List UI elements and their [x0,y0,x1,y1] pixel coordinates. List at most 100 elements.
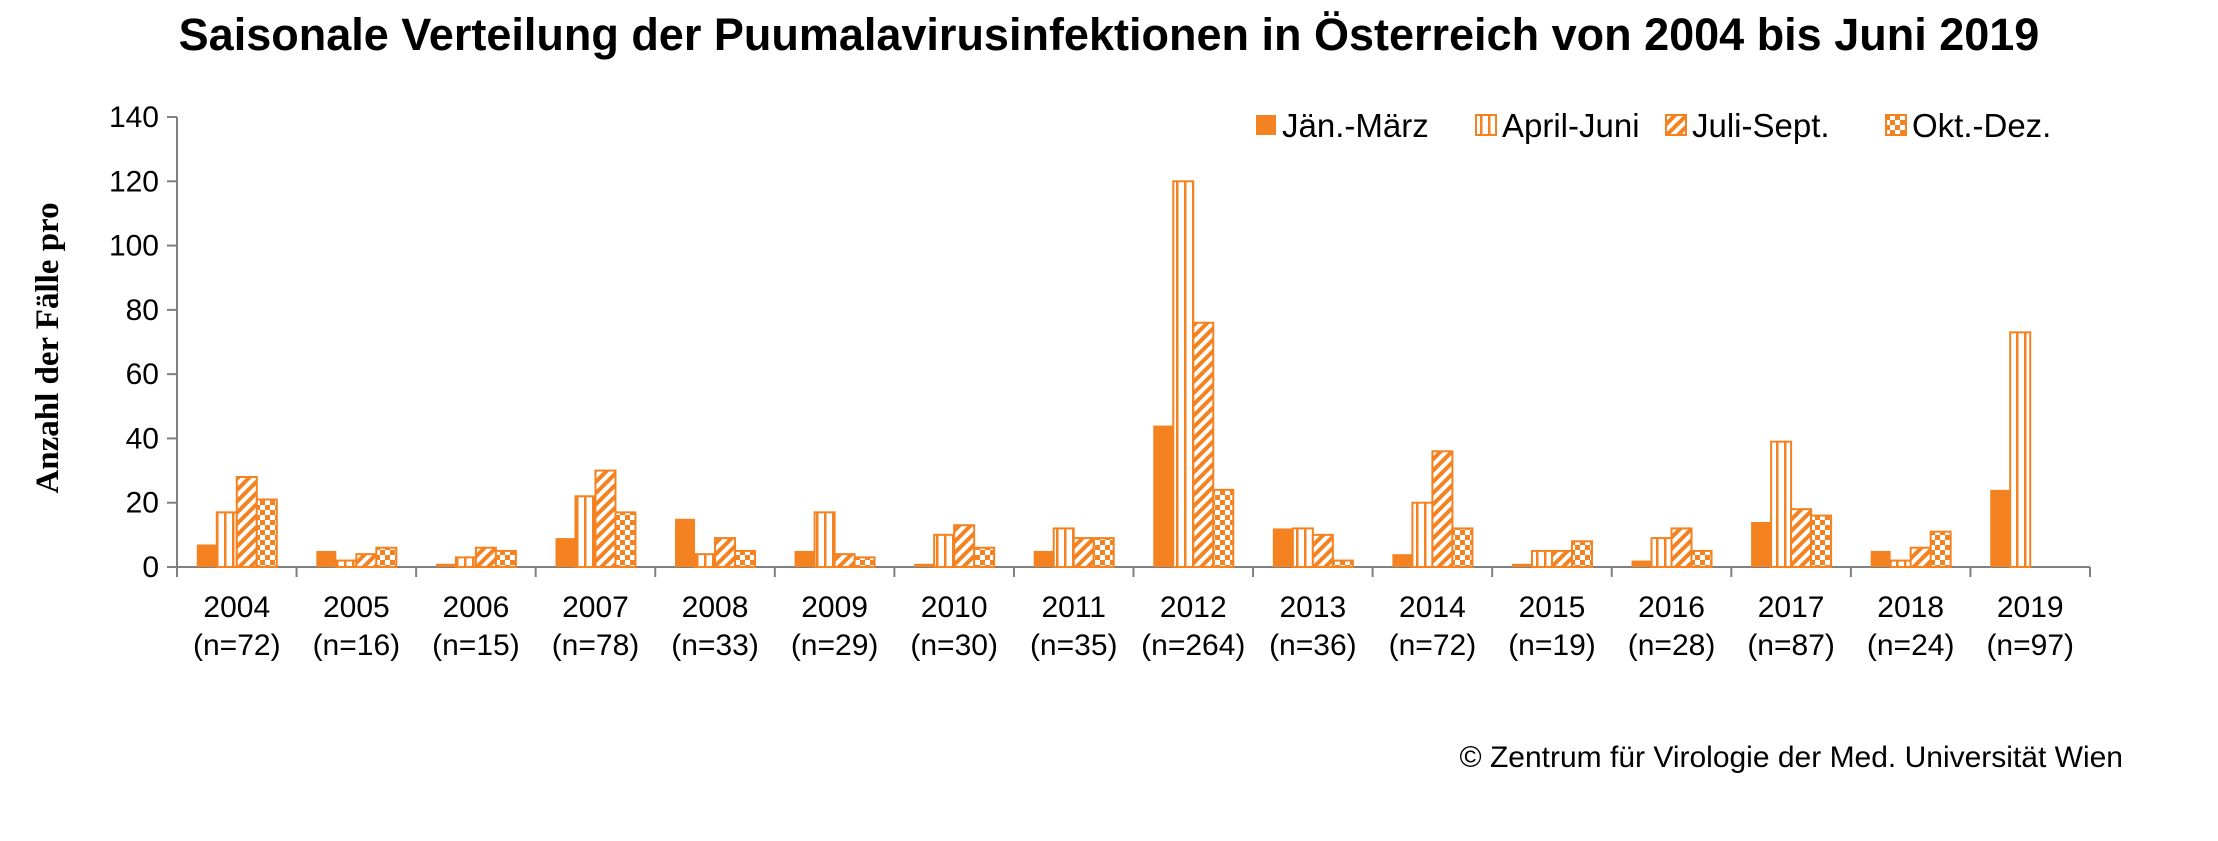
bar [1530,549,1553,569]
legend-swatch [1665,114,1687,136]
bar [1052,527,1075,569]
bar [953,524,976,569]
x-tick-label-count: (n=72) [193,629,281,662]
bar [734,549,757,569]
x-tick-label-year: 2009 [801,591,868,624]
bar [794,550,815,567]
bar [714,537,737,568]
bar [494,549,517,569]
x-tick-label-year: 2011 [1041,591,1106,624]
bar [1810,514,1833,568]
bar [973,546,996,569]
legend-entry: Jän.-März [1282,107,1429,144]
x-tick-label-count: (n=97) [1986,629,2074,662]
x-tick-label-count: (n=28) [1628,629,1716,662]
bar [1511,563,1532,567]
x-tick-label-count: (n=264) [1141,629,1245,662]
x-tick-label-year: 2007 [562,591,629,624]
x-tick-label-count: (n=30) [910,629,998,662]
x-tick-label-year: 2014 [1399,591,1466,624]
bar [813,511,836,568]
bar [1033,550,1054,567]
bar [1272,528,1293,567]
bar [853,556,876,568]
bar [1751,522,1772,567]
bar [375,546,398,569]
x-tick-label-year: 2013 [1279,591,1346,624]
x-tick-label-year: 2012 [1160,591,1227,624]
x-tick-label-count: (n=24) [1867,629,1955,662]
bar [1889,559,1912,568]
x-tick-label-year: 2019 [1997,591,2064,624]
x-tick-label-year: 2005 [323,591,390,624]
bar [594,469,617,569]
bar [933,533,956,568]
bar [1092,537,1115,568]
y-tick-label: 0 [142,551,159,584]
legend-entry: April-Juni [1502,107,1640,144]
x-tick-label-count: (n=33) [671,629,759,662]
x-tick-label-count: (n=19) [1508,629,1596,662]
bar [1392,554,1413,567]
bar [435,563,456,567]
copyright-credit: © Zentrum für Virologie der Med. Univers… [1460,741,2123,774]
y-tick-label: 120 [109,165,159,198]
x-tick-label-count: (n=78) [552,629,640,662]
bars [196,180,2032,569]
legend-entry: Okt.-Dez. [1912,107,2051,144]
x-tick-label-year: 2018 [1877,591,1944,624]
bar [1072,537,1095,568]
bar [914,563,935,567]
x-tick-label-count: (n=15) [432,629,520,662]
x-tick-label-count: (n=36) [1269,629,1357,662]
y-tick-label: 20 [126,487,159,520]
legend: Jän.-März April-Juni Juli-Sept. Okt.-Dez. [1256,107,2051,144]
tick-labels: 0 20 40 60 80 100 120 140 2004 (n=72) 2005 (n=16) 20… [109,101,2074,662]
x-tick-label-year: 2010 [921,591,988,624]
x-tick-label-year: 2017 [1758,591,1825,624]
bar [1570,540,1593,568]
axes [167,116,2091,577]
legend-swatch [1475,114,1497,136]
bar [1192,321,1215,569]
x-tick-label-year: 2015 [1519,591,1586,624]
bar [1790,508,1813,568]
x-tick-label-year: 2008 [682,591,749,624]
bar [2009,331,2032,568]
bar [1291,527,1314,569]
bar [1172,180,1195,569]
bar [1670,527,1693,569]
bar [1431,450,1454,568]
x-tick-label-count: (n=72) [1389,629,1477,662]
y-tick-label: 40 [126,422,159,455]
bar [316,550,337,567]
legend-swatch [1256,115,1276,135]
bar [1870,550,1891,567]
y-axis-label: Anzahl der Fälle pro [30,202,66,493]
bar [1990,489,2011,567]
bar [1690,549,1713,569]
bar [694,553,717,569]
bar [355,553,378,569]
bar [1311,533,1334,568]
bar [1770,440,1793,568]
bar [614,511,637,568]
bar [235,476,258,568]
bar [1909,546,1932,569]
y-tick-label: 60 [126,358,159,391]
bar [215,511,238,568]
bar [1153,425,1174,567]
bar [1550,549,1573,569]
y-tick-label: 80 [126,294,159,327]
bar [1451,527,1474,569]
bar [555,538,576,567]
legend-entry: Juli-Sept. [1692,107,1830,144]
bar [1650,537,1673,568]
bar [1331,559,1354,568]
bar [335,559,358,568]
bar [833,553,856,569]
y-tick-label: 100 [109,230,159,263]
bar [255,498,278,568]
